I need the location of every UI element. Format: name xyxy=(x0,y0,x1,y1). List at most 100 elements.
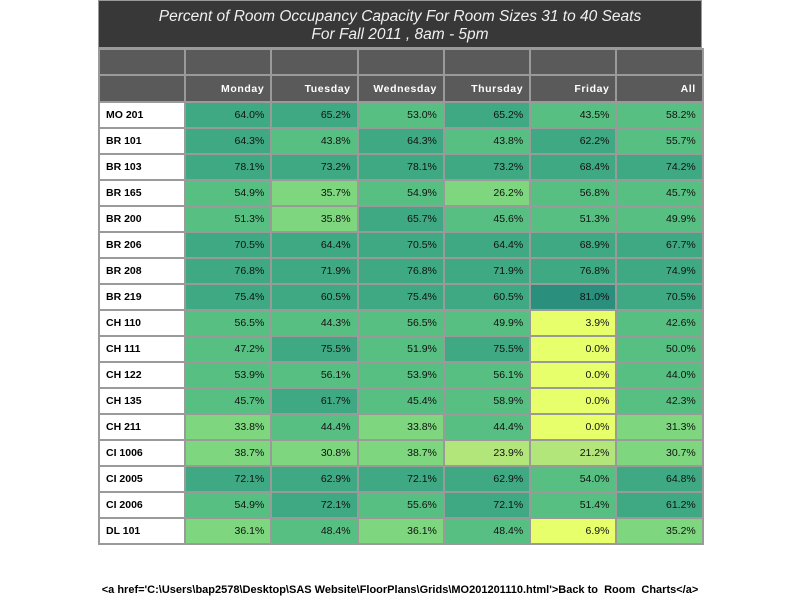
heatmap-cell: 75.5% xyxy=(270,335,359,363)
heatmap-cell: 23.9% xyxy=(442,439,532,467)
heatmap-cell: 61.2% xyxy=(615,491,704,519)
header-spacer-cell xyxy=(183,48,273,76)
heatmap-cell: 44.0% xyxy=(615,361,704,389)
heatmap-cell: 53.9% xyxy=(183,361,273,389)
header-spacer-cell xyxy=(442,48,532,76)
heatmap-cell: 70.5% xyxy=(615,283,704,311)
heatmap-cell: 71.9% xyxy=(442,257,532,285)
header-spacer-cell xyxy=(615,48,704,76)
heatmap-cell: 26.2% xyxy=(442,179,532,207)
heatmap-cell: 6.9% xyxy=(529,517,618,545)
heatmap-cell: 51.3% xyxy=(529,205,618,233)
heatmap-cell: 54.9% xyxy=(356,179,445,207)
heatmap-cell: 49.9% xyxy=(615,205,704,233)
heatmap-cell: 48.4% xyxy=(270,517,359,545)
heatmap-cell: 44.3% xyxy=(270,309,359,337)
heatmap-cell: 0.0% xyxy=(529,413,618,441)
heatmap-cell: 47.2% xyxy=(183,335,273,363)
heatmap-cell: 56.5% xyxy=(183,309,273,337)
heatmap-cell: 60.5% xyxy=(270,283,359,311)
heatmap-cell: 72.1% xyxy=(270,491,359,519)
room-label-cell: CH 211 xyxy=(98,413,186,441)
table-row: CH 110 56.5% 44.3% 56.5% 49.9% 3.9% 42.6% xyxy=(98,309,704,337)
table-row: BR 219 75.4% 60.5% 75.4% 60.5% 81.0% 70.5% xyxy=(98,283,704,311)
heatmap-cell: 55.6% xyxy=(356,491,445,519)
table-row: BR 103 78.1% 73.2% 78.1% 73.2% 68.4% 74.2% xyxy=(98,153,704,181)
room-label-cell: DL 101 xyxy=(98,517,186,545)
room-label-cell: BR 101 xyxy=(98,127,186,155)
header-spacer-cell xyxy=(529,48,618,76)
room-label-cell: BR 206 xyxy=(98,231,186,259)
heatmap-cell: 56.1% xyxy=(442,361,532,389)
room-label-cell: BR 208 xyxy=(98,257,186,285)
heatmap-cell: 30.7% xyxy=(615,439,704,467)
header-spacer-cell xyxy=(98,48,186,76)
column-header-thursday: Thursday xyxy=(442,74,532,103)
heatmap-cell: 0.0% xyxy=(529,387,618,415)
heatmap-cell: 49.9% xyxy=(442,309,532,337)
report-container: Percent of Room Occupancy Capacity For R… xyxy=(98,0,704,545)
heatmap-cell: 38.7% xyxy=(183,439,273,467)
heatmap-cell: 53.9% xyxy=(356,361,445,389)
heatmap-cell: 30.8% xyxy=(270,439,359,467)
heatmap-cell: 21.2% xyxy=(529,439,618,467)
heatmap-cell: 81.0% xyxy=(529,283,618,311)
room-label-cell: CH 135 xyxy=(98,387,186,415)
heatmap-cell: 33.8% xyxy=(183,413,273,441)
header-spacer-row xyxy=(98,48,704,76)
heatmap-cell: 56.1% xyxy=(270,361,359,389)
heatmap-cell: 68.4% xyxy=(529,153,618,181)
heatmap-cell: 73.2% xyxy=(270,153,359,181)
heatmap-cell: 74.9% xyxy=(615,257,704,285)
heatmap-cell: 45.6% xyxy=(442,205,532,233)
chart-title-line2: For Fall 2011 , 8am - 5pm xyxy=(311,26,489,43)
heatmap-cell: 36.1% xyxy=(183,517,273,545)
table-row: CH 211 33.8% 44.4% 33.8% 44.4% 0.0% 31.3% xyxy=(98,413,704,441)
heatmap-cell: 54.9% xyxy=(183,491,273,519)
room-label-cell: CI 2005 xyxy=(98,465,186,493)
heatmap-cell: 64.4% xyxy=(442,231,532,259)
heatmap-cell: 68.9% xyxy=(529,231,618,259)
heatmap-cell: 54.9% xyxy=(183,179,273,207)
column-header-row: Monday Tuesday Wednesday Thursday Friday… xyxy=(98,74,704,103)
heatmap-cell: 35.8% xyxy=(270,205,359,233)
heatmap-cell: 67.7% xyxy=(615,231,704,259)
heatmap-cell: 78.1% xyxy=(356,153,445,181)
heatmap-cell: 64.8% xyxy=(615,465,704,493)
room-label-cell: BR 200 xyxy=(98,205,186,233)
room-label-cell: CH 122 xyxy=(98,361,186,389)
heatmap-cell: 45.7% xyxy=(183,387,273,415)
heatmap-cell: 78.1% xyxy=(183,153,273,181)
heatmap-cell: 76.8% xyxy=(183,257,273,285)
table-row: CH 122 53.9% 56.1% 53.9% 56.1% 0.0% 44.0% xyxy=(98,361,704,389)
heatmap-cell: 36.1% xyxy=(356,517,445,545)
header-spacer-cell xyxy=(356,48,445,76)
table-row: BR 101 64.3% 43.8% 64.3% 43.8% 62.2% 55.7% xyxy=(98,127,704,155)
room-label-cell: CI 1006 xyxy=(98,439,186,467)
column-header-monday: Monday xyxy=(183,74,273,103)
heatmap-cell: 51.4% xyxy=(529,491,618,519)
table-row: CI 2005 72.1% 62.9% 72.1% 62.9% 54.0% 64.8% xyxy=(98,465,704,493)
heatmap-cell: 76.8% xyxy=(356,257,445,285)
back-to-room-charts-link[interactable]: <a href='C:\Users\bap2578\Desktop\SAS We… xyxy=(101,584,699,596)
heatmap-cell: 58.9% xyxy=(442,387,532,415)
heatmap-cell: 64.4% xyxy=(270,231,359,259)
heatmap-cell: 38.7% xyxy=(356,439,445,467)
heatmap-cell: 62.2% xyxy=(529,127,618,155)
heatmap-cell: 65.2% xyxy=(270,101,359,129)
table-row: BR 200 51.3% 35.8% 65.7% 45.6% 51.3% 49.9% xyxy=(98,205,704,233)
heatmap-cell: 61.7% xyxy=(270,387,359,415)
column-header-tuesday: Tuesday xyxy=(270,74,359,103)
heatmap-cell: 70.5% xyxy=(183,231,273,259)
heatmap-cell: 64.3% xyxy=(183,127,273,155)
table-row: BR 165 54.9% 35.7% 54.9% 26.2% 56.8% 45.7% xyxy=(98,179,704,207)
heatmap-cell: 51.3% xyxy=(183,205,273,233)
heatmap-cell: 72.1% xyxy=(442,491,532,519)
heatmap-cell: 62.9% xyxy=(442,465,532,493)
chart-title-line1: Percent of Room Occupancy Capacity For R… xyxy=(158,8,642,25)
table-row: MO 201 64.0% 65.2% 53.0% 65.2% 43.5% 58.2% xyxy=(98,101,704,129)
room-label-cell: MO 201 xyxy=(98,101,186,129)
heatmap-cell: 3.9% xyxy=(529,309,618,337)
heatmap-cell: 75.4% xyxy=(356,283,445,311)
heatmap-cell: 53.0% xyxy=(356,101,445,129)
